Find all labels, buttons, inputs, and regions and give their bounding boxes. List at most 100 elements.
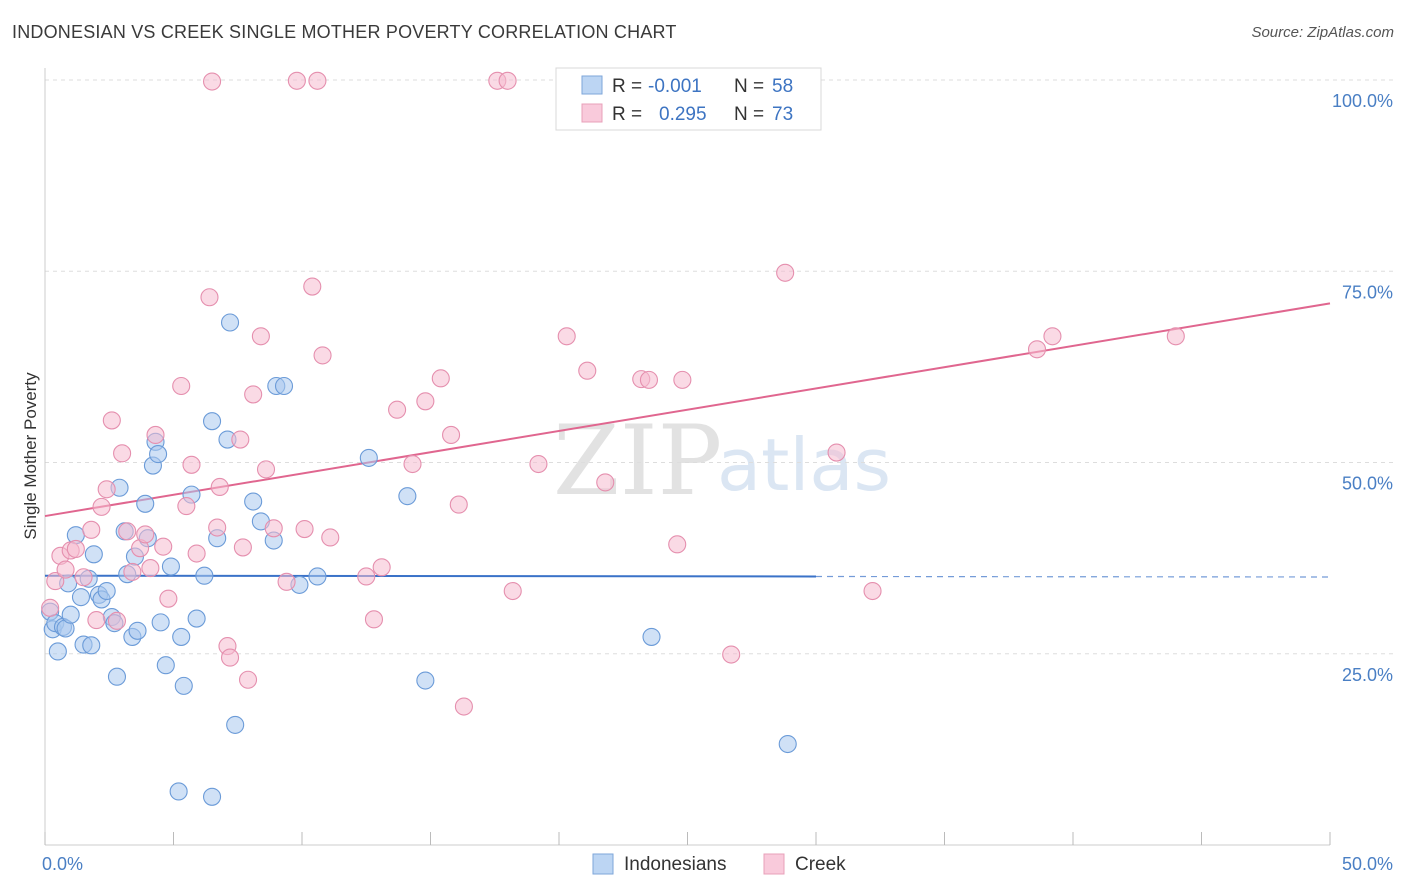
point-indonesians-3: [48, 642, 67, 661]
legend-n-value-2: 73: [772, 104, 793, 125]
legend-swatch-creek: [581, 103, 603, 123]
point-creek-57: [498, 71, 517, 90]
point-creek-41: [295, 520, 314, 539]
point-indonesians-16: [97, 581, 116, 601]
point-creek-53: [442, 425, 461, 445]
point-indonesians-55: [416, 671, 435, 690]
point-indonesians-39: [195, 566, 214, 585]
point-indonesians-19: [107, 667, 127, 686]
correlation-legend: R = -0.001 N = 58 R = 0.295 N = 73: [555, 67, 822, 131]
point-creek-47: [364, 610, 384, 629]
point-creek-26: [200, 288, 219, 307]
point-creek-3: [56, 560, 75, 579]
point-creek-17: [136, 525, 155, 544]
point-indonesians-26: [136, 494, 155, 513]
point-creek-64: [639, 370, 659, 389]
point-creek-14: [118, 522, 137, 541]
x-tick-label-right: 50.0%: [1342, 854, 1393, 874]
point-indonesians-57: [778, 734, 797, 754]
watermark: ZIP atlas: [553, 405, 891, 517]
point-creek-21: [159, 589, 178, 608]
point-indonesians-38: [187, 609, 206, 628]
point-indonesians-50: [274, 376, 294, 396]
y-axis-label: Single Mother Poverty: [21, 372, 40, 540]
scatter-points: [41, 71, 1185, 806]
point-creek-70: [863, 581, 882, 601]
chart-source: Source: ZipAtlas.com: [1251, 24, 1394, 41]
point-creek-68: [776, 263, 795, 282]
point-creek-28: [208, 518, 227, 537]
point-indonesians-30: [149, 445, 168, 464]
point-indonesians-32: [156, 656, 175, 675]
x-ticks: [44, 832, 1331, 845]
point-creek-65: [668, 535, 687, 554]
legend-swatch-indonesians: [581, 75, 603, 95]
point-creek-6: [74, 568, 93, 587]
point-creek-48: [372, 558, 391, 577]
point-indonesians-7: [61, 605, 80, 624]
point-creek-34: [238, 670, 258, 689]
series-legend-label-indonesians: Indonesians: [624, 854, 726, 875]
point-creek-69: [827, 443, 846, 462]
x-tick-label-left: 0.0%: [42, 854, 83, 874]
y-tick-labels: 25.0% 50.0% 75.0% 100.0%: [1332, 91, 1393, 685]
point-indonesians-34: [169, 782, 188, 801]
point-indonesians-9: [71, 588, 91, 607]
point-creek-73: [1166, 327, 1185, 346]
point-creek-25: [187, 544, 206, 563]
legend-r-label-1: R =: [612, 76, 642, 97]
legend-r-value-1: -0.001: [648, 76, 702, 97]
point-creek-37: [256, 460, 276, 479]
point-indonesians-52: [308, 567, 327, 586]
point-indonesians-31: [151, 613, 170, 632]
point-creek-43: [308, 71, 327, 90]
point-creek-59: [529, 454, 548, 474]
point-creek-46: [357, 567, 376, 586]
point-creek-18: [141, 559, 160, 578]
point-creek-31: [220, 648, 240, 667]
y-tick-label-100: 100.0%: [1332, 91, 1393, 111]
point-creek-61: [578, 361, 597, 380]
point-creek-12: [107, 611, 127, 630]
point-creek-13: [113, 444, 132, 463]
point-indonesians-44: [220, 313, 240, 332]
point-creek-0: [41, 598, 60, 617]
y-tick-label-25: 25.0%: [1342, 665, 1393, 685]
point-creek-71: [1027, 340, 1047, 359]
point-creek-40: [287, 71, 306, 90]
point-creek-11: [102, 411, 121, 430]
point-creek-7: [82, 520, 101, 539]
point-indonesians-35: [172, 627, 191, 646]
point-indonesians-13: [84, 545, 103, 564]
watermark-atlas: atlas: [717, 423, 891, 507]
series-legend: Indonesians Creek: [592, 853, 846, 875]
point-creek-22: [172, 376, 191, 396]
point-indonesians-41: [203, 412, 222, 431]
point-creek-62: [596, 473, 615, 492]
point-indonesians-53: [359, 448, 378, 467]
point-creek-15: [123, 562, 142, 581]
legend-n-label-1: N =: [734, 76, 764, 97]
point-creek-1: [46, 572, 65, 591]
point-creek-36: [251, 327, 270, 346]
point-indonesians-45: [226, 715, 245, 734]
point-creek-45: [321, 528, 340, 547]
y-tick-label-50: 50.0%: [1342, 474, 1393, 494]
chart-title: INDONESIAN VS CREEK SINGLE MOTHER POVERT…: [12, 22, 677, 42]
trend-line-extension-indonesians: [815, 575, 1331, 578]
point-creek-35: [244, 385, 263, 404]
point-creek-60: [557, 327, 576, 346]
trend-line-indonesians: [44, 574, 817, 578]
legend-r-label-2: R =: [612, 104, 642, 125]
point-creek-33: [233, 538, 252, 557]
point-indonesians-40: [203, 787, 222, 806]
point-creek-32: [231, 430, 250, 449]
point-creek-5: [66, 539, 85, 558]
point-indonesians-33: [161, 557, 180, 576]
point-indonesians-46: [244, 492, 263, 511]
point-creek-38: [264, 519, 283, 538]
point-creek-52: [431, 369, 450, 388]
series-legend-swatch-indonesians: [592, 853, 614, 875]
point-creek-50: [403, 454, 422, 474]
